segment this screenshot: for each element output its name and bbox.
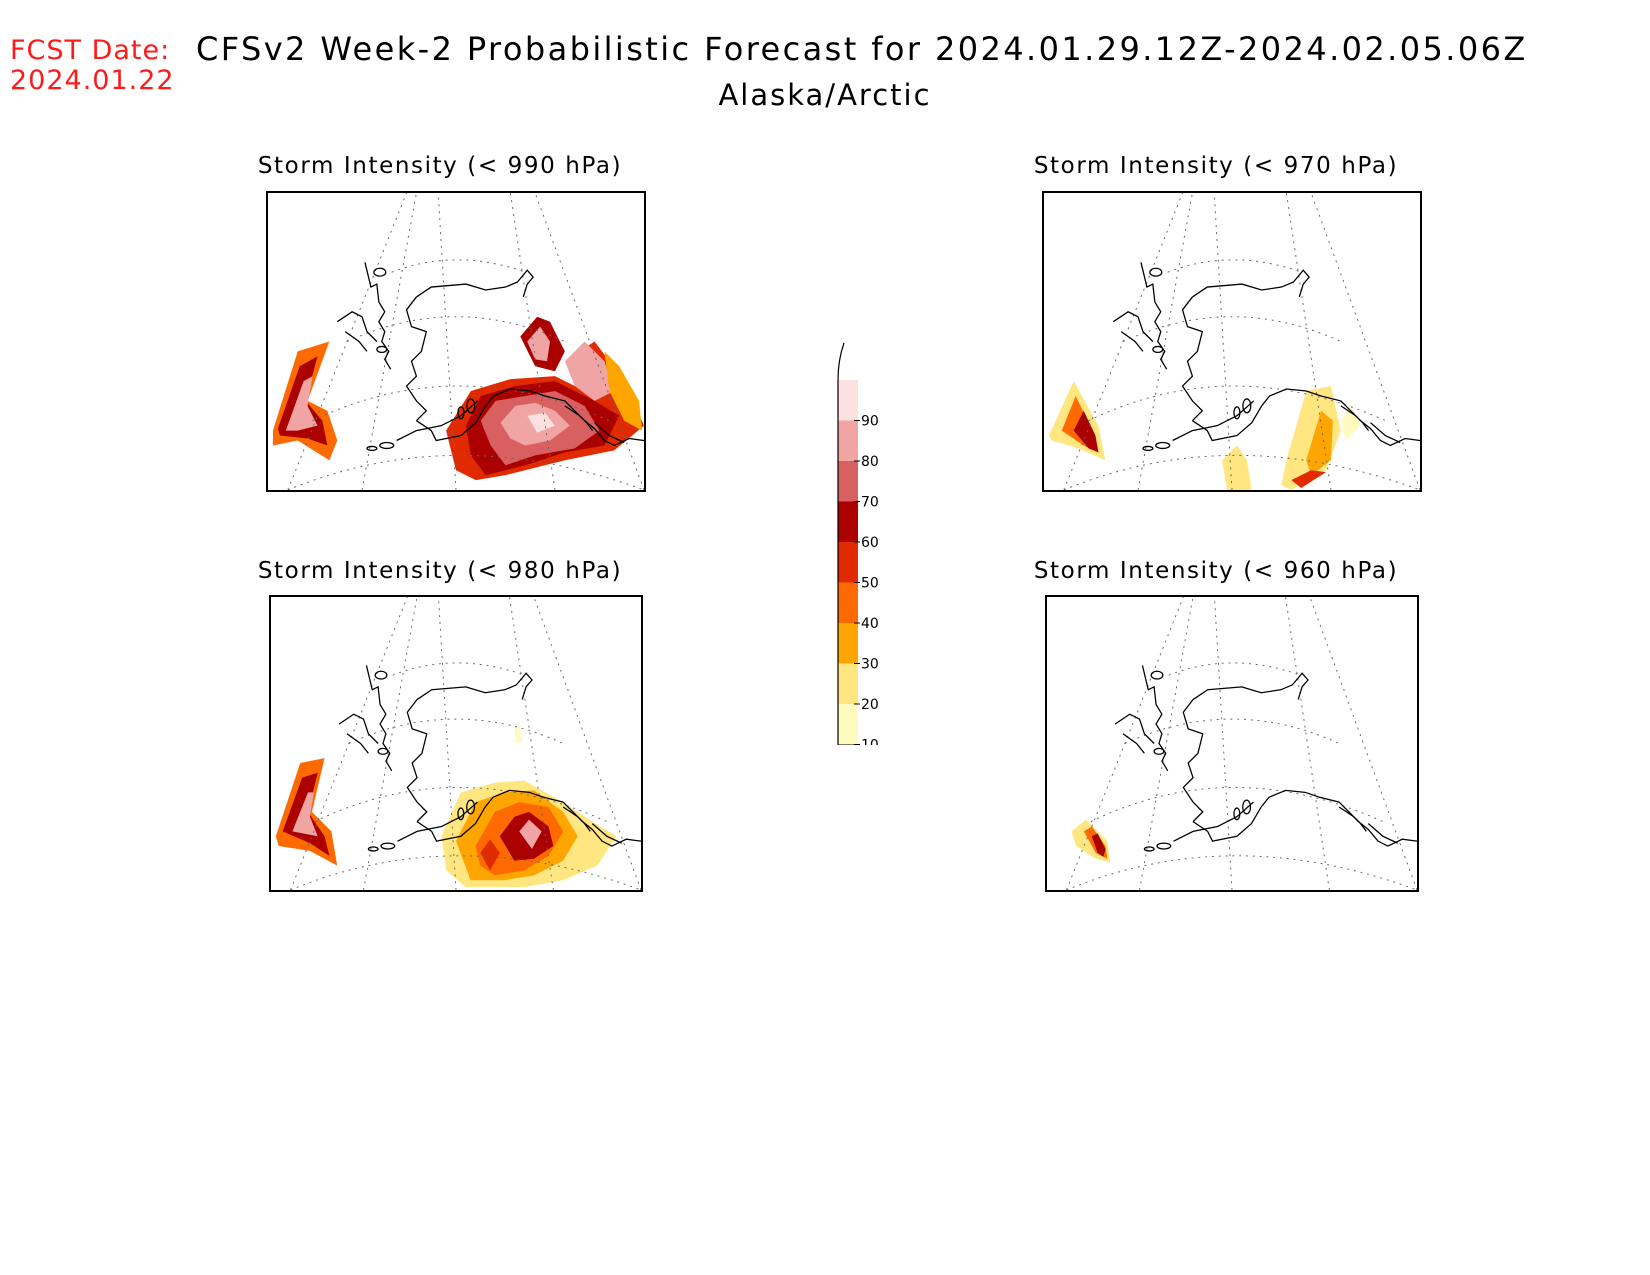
panel-title-990: Storm Intensity (< 990 hPa) xyxy=(257,153,623,179)
graticule xyxy=(1063,193,1420,490)
map-svg-2 xyxy=(275,597,641,890)
colorbar-label-60: 60 xyxy=(861,535,879,551)
colorbar-swatch-50 xyxy=(838,542,858,583)
probability-shading xyxy=(1048,381,1361,490)
region-subtitle: Alaska/Arctic xyxy=(718,78,932,112)
forecast-date-label: FCST Date: xyxy=(10,35,171,66)
panel-title-980: Storm Intensity (< 980 hPa) xyxy=(257,558,623,584)
map-panel-990 xyxy=(266,191,646,492)
panel-title-970: Storm Intensity (< 970 hPa) xyxy=(1033,153,1399,179)
probability-colorbar: 10 20 30 40 50 60 70 80 90 xyxy=(837,342,879,746)
forecast-date-value: 2024.01.22 xyxy=(10,65,175,96)
colorbar-label-40: 40 xyxy=(861,616,879,632)
coastline xyxy=(336,262,644,452)
colorbar-swatch-10 xyxy=(838,704,858,745)
colorbar-swatch-30 xyxy=(838,623,858,664)
colorbar-swatch-60 xyxy=(838,501,858,542)
coastline xyxy=(1112,262,1420,452)
probability-shading xyxy=(1071,819,1111,863)
colorbar-label-70: 70 xyxy=(861,495,879,511)
map-svg-3 xyxy=(1066,597,1417,890)
colorbar-swatch-70 xyxy=(838,461,858,502)
coastline xyxy=(1114,665,1417,852)
map-panel-960 xyxy=(1045,595,1419,892)
panel-title-960: Storm Intensity (< 960 hPa) xyxy=(1033,558,1399,584)
colorbar-label-80: 80 xyxy=(861,454,879,470)
colorbar-swatch-80 xyxy=(838,420,858,461)
map-svg-1 xyxy=(1048,193,1420,490)
colorbar-label-50: 50 xyxy=(861,576,879,592)
graticule xyxy=(1066,597,1417,890)
map-panel-980 xyxy=(269,595,643,892)
colorbar-label-90: 90 xyxy=(861,414,879,430)
forecast-date-block: FCST Date: 2024.01.22 xyxy=(10,36,175,96)
colorbar-label-30: 30 xyxy=(861,657,879,673)
map-panel-970 xyxy=(1042,191,1422,492)
colorbar-swatch-90 xyxy=(838,380,858,421)
page-title: CFSv2 Week-2 Probabilistic Forecast for … xyxy=(196,30,1528,68)
colorbar-swatch-20 xyxy=(838,663,858,704)
probability-shading xyxy=(272,316,644,481)
coastline xyxy=(338,665,641,852)
probability-shading xyxy=(275,723,617,888)
colorbar-swatch-40 xyxy=(838,582,858,623)
map-svg-0 xyxy=(272,193,644,490)
colorbar-label-20: 20 xyxy=(861,697,879,713)
colorbar-label-10: 10 xyxy=(861,738,879,746)
